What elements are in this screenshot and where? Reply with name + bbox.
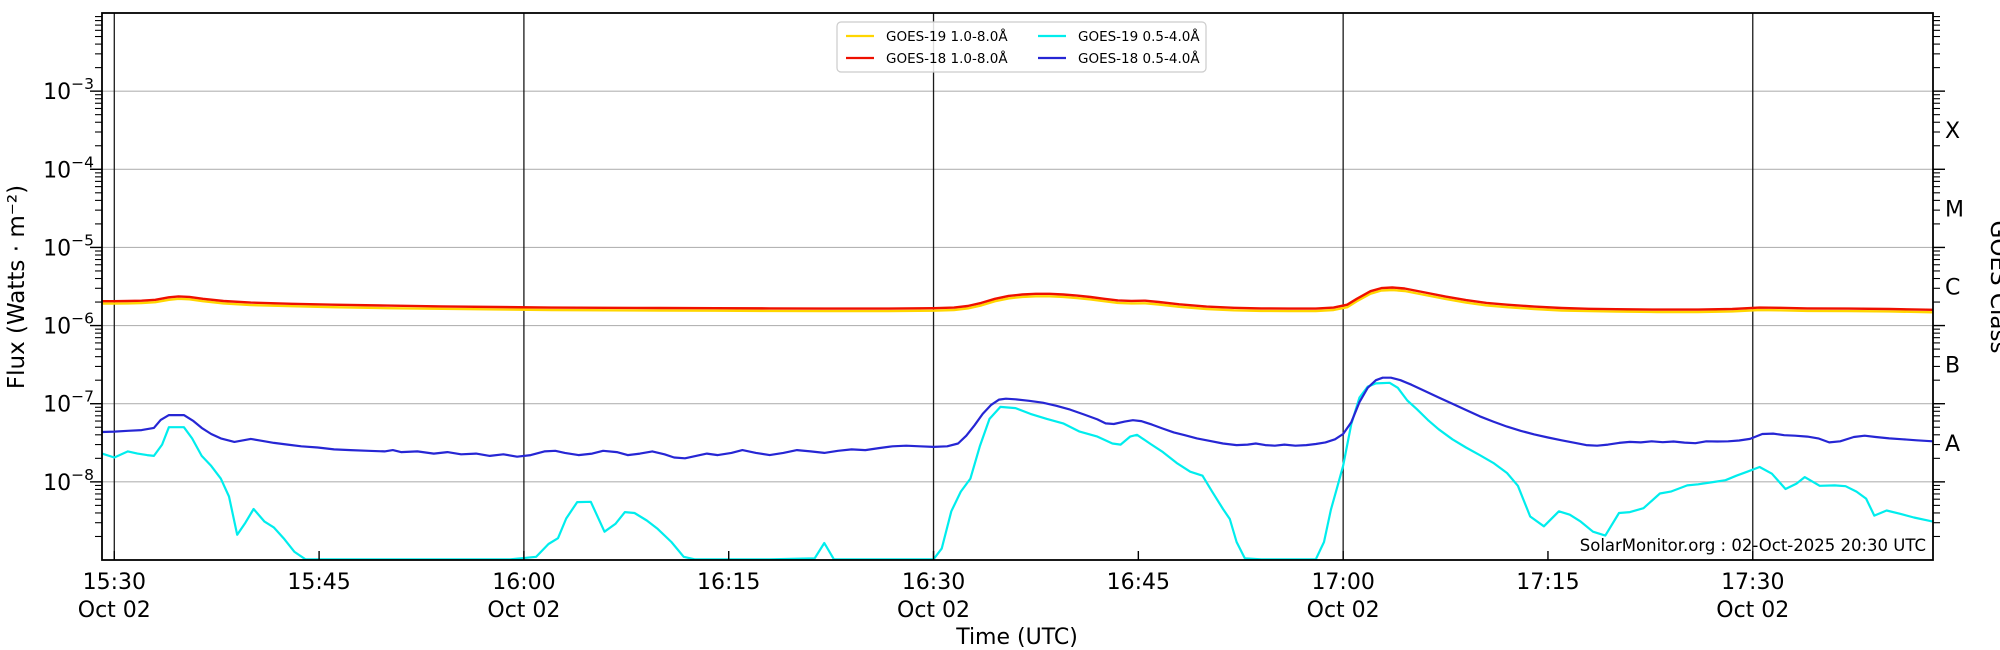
y-tick-label-1e-6: 10−6 xyxy=(43,310,94,340)
plot-spines xyxy=(101,12,1934,561)
x-tick-date-15:30: Oct 02 xyxy=(78,598,151,623)
y-tick-label-1e-3: 10−3 xyxy=(43,75,94,105)
x-tick-date-17:00: Oct 02 xyxy=(1307,598,1380,623)
x-tick-date-17:30: Oct 02 xyxy=(1716,598,1789,623)
goes-class-A: A xyxy=(1945,432,1960,457)
x-axis-title: Time (UTC) xyxy=(955,625,1078,650)
y-axis-title: Flux (Watts · m⁻²) xyxy=(4,185,30,389)
legend-box xyxy=(836,21,1207,73)
legend-label-GOES-19-0.5-4.0Å: GOES-19 0.5-4.0Å xyxy=(1078,28,1200,45)
legend-label-GOES-18-0.5-4.0Å: GOES-18 0.5-4.0Å xyxy=(1078,50,1200,67)
goes-class-B: B xyxy=(1945,354,1960,379)
series-GOES-18-0.5-4.0Å xyxy=(102,376,1933,460)
legend-label-GOES-19-1.0-8.0Å: GOES-19 1.0-8.0Å xyxy=(886,28,1008,45)
x-tick-label-17:00: 17:00 xyxy=(1311,570,1374,595)
x-tick-label-15:30: 15:30 xyxy=(83,570,146,595)
series-GOES-19-0.5-4.0Å xyxy=(102,381,1933,560)
legend-label-GOES-18-1.0-8.0Å: GOES-18 1.0-8.0Å xyxy=(886,50,1008,67)
x-tick-label-17:15: 17:15 xyxy=(1516,570,1579,595)
axis-ticks xyxy=(90,16,1945,560)
series-GOES-18-1.0-8.0Å xyxy=(102,286,1933,311)
x-tick-label-17:30: 17:30 xyxy=(1721,570,1784,595)
x-tick-label-15:45: 15:45 xyxy=(287,570,350,595)
goes-class-labels: X M C B A xyxy=(1945,119,1964,457)
goes-class-X: X xyxy=(1945,119,1960,144)
plot-border xyxy=(101,12,1934,561)
horizontal-gridlines xyxy=(102,90,1933,483)
y-tick-labels: 10−3 10−4 10−5 10−6 10−7 10−8 xyxy=(43,75,94,496)
x-tick-date-16:30: Oct 02 xyxy=(897,598,970,623)
y-tick-label-1e-8: 10−8 xyxy=(43,466,94,496)
x-tick-label-16:00: 16:00 xyxy=(492,570,555,595)
flux-curves xyxy=(102,286,1933,560)
x-tick-label-16:30: 16:30 xyxy=(902,570,965,595)
y-tick-label-1e-4: 10−4 xyxy=(43,153,94,183)
x-tick-label-16:45: 16:45 xyxy=(1107,570,1170,595)
goes-class-C: C xyxy=(1945,276,1960,301)
series-GOES-19-1.0-8.0Å xyxy=(102,288,1933,314)
x-tick-label-16:15: 16:15 xyxy=(697,570,760,595)
x-tick-labels: 15:30 Oct 02 15:45 16:00 Oct 02 16:15 16:30 Oct… xyxy=(78,570,1790,623)
legend: GOES-19 1.0-8.0Å GOES-18 1.0-8.0Å GOES-19 … xyxy=(836,21,1207,73)
y-tick-label-1e-7: 10−7 xyxy=(43,388,94,418)
goes-class-M: M xyxy=(1945,197,1964,222)
vertical-gridlines xyxy=(113,13,1754,560)
y-tick-label-1e-5: 10−5 xyxy=(43,231,94,261)
right-axis-title: GOES Class xyxy=(1985,221,2000,354)
watermark: SolarMonitor.org : 02-Oct-2025 20:30 UTC xyxy=(1580,536,1926,555)
x-tick-date-16:00: Oct 02 xyxy=(487,598,560,623)
